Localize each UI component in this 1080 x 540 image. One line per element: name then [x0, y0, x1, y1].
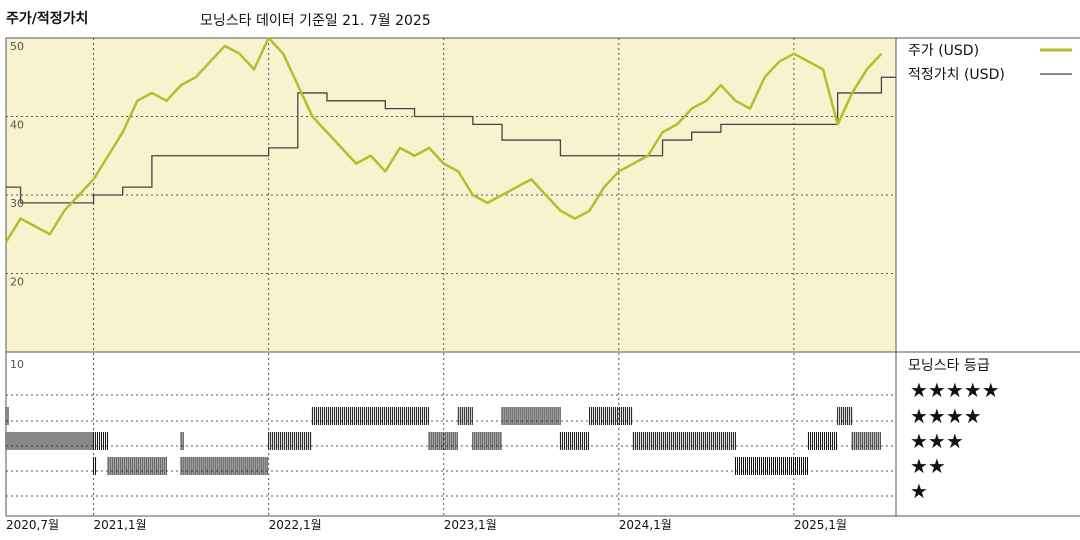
- rating-level-label: ★★: [910, 454, 946, 478]
- chart-title: 주가/적정가치: [6, 11, 89, 27]
- x-tick-label: 2021,1월: [94, 518, 147, 532]
- rating-bar: [268, 432, 312, 450]
- x-tick-label: 2024,1월: [619, 518, 672, 532]
- rating-bar: [472, 432, 502, 450]
- x-tick-label: 2022,1월: [269, 518, 322, 532]
- y-tick-label: 20: [10, 276, 24, 289]
- fair-value-series-line: [6, 76, 896, 204]
- x-tick-label: 2023,1월: [444, 518, 497, 532]
- x-tick-label: 2025,1월: [794, 518, 847, 532]
- rating-bar: [807, 432, 837, 450]
- rating-bar: [735, 457, 809, 475]
- fair-value-layer: [6, 76, 896, 204]
- rating-bar: [107, 457, 167, 475]
- rating-level-label: ★★★: [910, 429, 964, 453]
- rating-bar: [93, 457, 97, 475]
- y-tick-label: 50: [10, 40, 24, 53]
- rating-level-label: ★: [910, 479, 928, 503]
- rating-level-label: ★★★★★: [910, 378, 1000, 402]
- legend-price-label: 주가 (USD): [908, 43, 979, 59]
- rating-layer: [5, 407, 881, 475]
- rating-bar: [428, 432, 458, 450]
- legend-fair-value-label: 적정가치 (USD): [908, 67, 1005, 83]
- rating-legend-title: 모닝스타 등급: [908, 358, 990, 374]
- axis-labels: 50 40 30 20 10 2020,7월 2021,1월 2022,1월 2023,1월 20…: [6, 40, 847, 532]
- legend: 주가 (USD) 적정가치 (USD) 모닝스타 등급: [908, 43, 1072, 374]
- rating-bar: [5, 432, 93, 450]
- rating-bar: [311, 407, 429, 425]
- rating-bar: [632, 432, 736, 450]
- rating-level-label: ★★★★: [910, 404, 982, 428]
- price-layer: [4, 36, 883, 243]
- y-tick-label: 10: [10, 358, 24, 371]
- x-tick-label: 2020,7월: [6, 518, 59, 532]
- rating-bar: [457, 407, 473, 425]
- rating-bar: [93, 432, 109, 450]
- rating-bar: [559, 432, 589, 450]
- rating-bar: [5, 407, 9, 425]
- rating-bar: [501, 407, 561, 425]
- rating-bar: [180, 457, 268, 475]
- chart-subtitle: 모닝스타 데이터 기준일 21. 7월 2025: [200, 13, 431, 29]
- rating-bar: [180, 432, 184, 450]
- y-tick-label: 40: [10, 119, 24, 132]
- price-series-line: [4, 36, 883, 243]
- rating-bar: [589, 407, 633, 425]
- rating-stars-legend: ★★★★★★★★★★★★★★★: [910, 378, 1000, 503]
- rating-bar: [837, 407, 853, 425]
- y-tick-label: 30: [10, 197, 24, 210]
- rating-bar: [851, 432, 881, 450]
